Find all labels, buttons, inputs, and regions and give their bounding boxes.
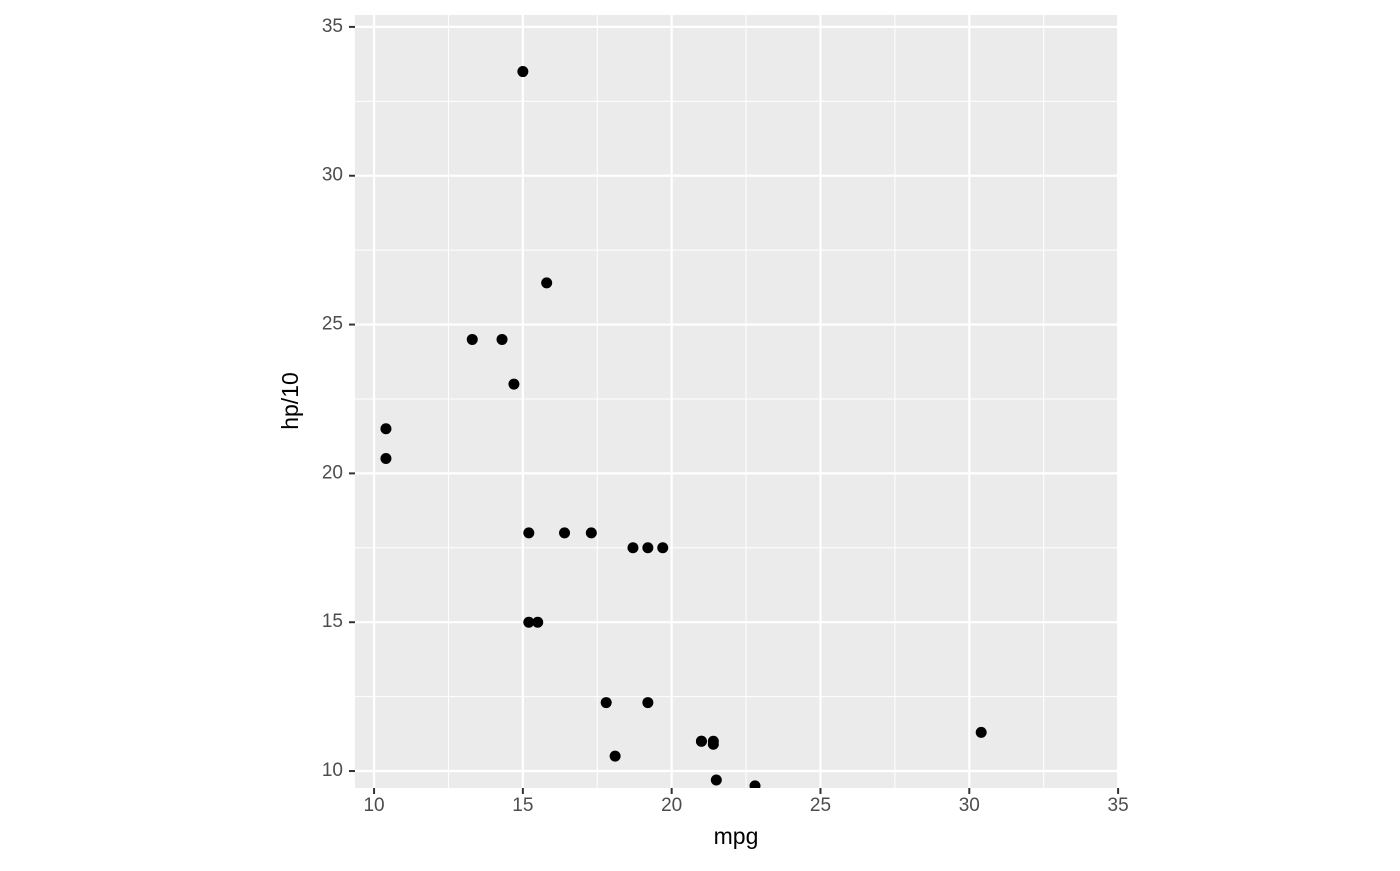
- y-axis-title: hp/10: [277, 372, 303, 430]
- panel: [355, 15, 1119, 788]
- y-tick-label: 20: [322, 462, 343, 483]
- point: [541, 277, 553, 289]
- point: [380, 423, 392, 435]
- point: [496, 333, 508, 345]
- point: [532, 616, 544, 628]
- point: [523, 616, 535, 628]
- point: [710, 774, 722, 786]
- point: [749, 780, 761, 788]
- x-tick-label: 20: [661, 795, 682, 816]
- point: [627, 542, 639, 554]
- y-tick-label: 30: [322, 165, 343, 186]
- x-tick-label: 15: [512, 795, 533, 816]
- point: [609, 750, 621, 762]
- x-tick-label: 10: [363, 795, 384, 816]
- point: [642, 542, 654, 554]
- point: [523, 527, 535, 539]
- point: [466, 333, 478, 345]
- point: [517, 66, 529, 78]
- point: [600, 697, 612, 709]
- x-axis-title: mpg: [714, 823, 759, 849]
- point: [585, 527, 597, 539]
- y-tick-label: 35: [322, 16, 343, 37]
- point: [657, 542, 669, 554]
- x-tick-label: 35: [1108, 795, 1129, 816]
- x-tick-label: 25: [810, 795, 831, 816]
- point: [559, 527, 571, 539]
- point: [975, 726, 987, 738]
- y-tick-label: 15: [322, 611, 343, 632]
- point: [707, 738, 719, 750]
- points: [380, 66, 987, 788]
- y-tick-label: 25: [322, 314, 343, 335]
- point: [508, 378, 520, 390]
- y-tick-label: 10: [322, 760, 343, 781]
- point: [642, 697, 654, 709]
- x-tick-label: 30: [959, 795, 980, 816]
- point: [695, 735, 707, 747]
- point: [380, 453, 392, 465]
